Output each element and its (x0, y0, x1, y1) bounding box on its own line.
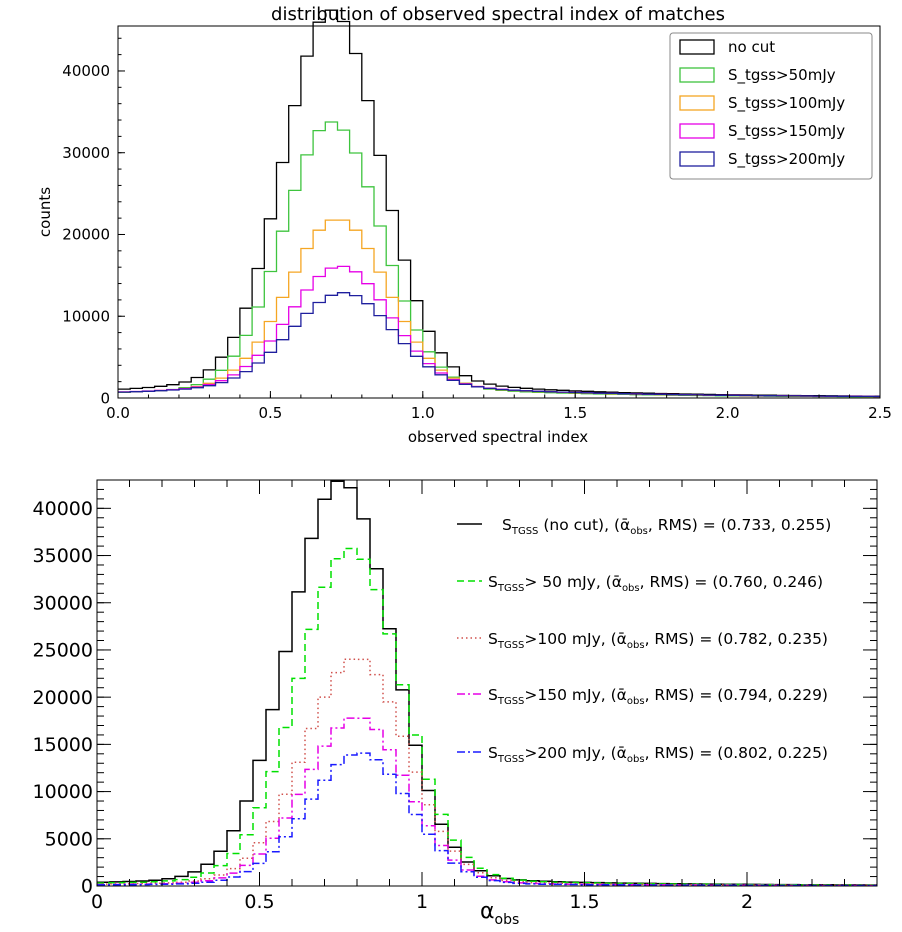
bottom-legend-label-3: STGSS>150 mJy, (ᾱobs, RMS) = (0.794, 0.2… (488, 686, 828, 707)
bottom-xtick-label-4: 2 (741, 891, 753, 913)
bottom-ytick-label-6: 30000 (33, 592, 93, 614)
bottom-legend-label-1: STGSS> 50 mJy, (ᾱobs, RMS) = (0.760, 0.2… (488, 573, 823, 594)
top-plot-frame (117, 25, 881, 399)
top-legend-box (669, 32, 873, 180)
bottom-series-layer (97, 480, 877, 887)
top-legend-swatch-1 (679, 67, 715, 83)
bottom-xtick-label-2: 1 (416, 891, 428, 913)
top-legend-label-3: S_tgss>150mJy (728, 122, 845, 141)
bottom-ytick-label-2: 10000 (33, 781, 93, 803)
top-legend-swatch-0 (679, 39, 715, 55)
top-ytick-label-4: 40000 (62, 62, 110, 80)
top-xtick-label-3: 1.5 (563, 404, 587, 422)
bottom-x-axis-label-alpha: α (480, 899, 495, 924)
bottom-ytick-label-1: 5000 (45, 828, 93, 850)
bottom-legend: STGSS (no cut), (ᾱobs, RMS) = (0.733, 0.… (457, 516, 831, 765)
bottom-xtick-label-3: 1.5 (569, 891, 599, 913)
top-legend-swatch-3 (679, 123, 715, 139)
bottom-xtick-label-1: 0.5 (244, 891, 274, 913)
top-legend-swatch-4 (679, 151, 715, 167)
bottom-ytick-label-4: 20000 (33, 687, 93, 709)
bottom-xtick-label-0: 0 (91, 891, 103, 913)
bottom-plot-frame (96, 479, 878, 887)
top-series-4 (118, 292, 880, 398)
top-legend: no cut S_tgss>50mJy S_tgss>100mJy S_tgss>15… (669, 32, 873, 180)
bottom-series-4 (97, 752, 877, 887)
top-ytick-label-0: 0 (100, 389, 110, 407)
top-axis-ticks: 0.0 0.5 1.0 1.5 2.0 2.5 0 10000 20000 30000 40000 (62, 37, 892, 422)
top-ytick-label-3: 30000 (62, 144, 110, 162)
top-chart: distribution of observed spectral index … (36, 4, 892, 446)
bottom-x-axis-label-sub: obs (495, 912, 520, 928)
top-xtick-label-4: 2.0 (716, 404, 740, 422)
bottom-axis-ticks: 0 0.5 1 1.5 2 0 5000 10000 15000 20000 25000 30000 3… (33, 479, 878, 913)
top-y-axis-label: counts (36, 187, 54, 237)
top-ytick-label-1: 10000 (62, 307, 110, 325)
bottom-ytick-label-0: 0 (81, 876, 93, 898)
bottom-legend-label-2: STGSS>100 mJy, (ᾱobs, RMS) = (0.782, 0.2… (488, 630, 828, 651)
bottom-ytick-label-5: 25000 (33, 640, 93, 662)
top-legend-label-2: S_tgss>100mJy (728, 94, 845, 113)
top-series-2 (118, 219, 880, 398)
top-series-3 (118, 265, 880, 398)
bottom-legend-label-4: STGSS>200 mJy, (ᾱobs, RMS) = (0.802, 0.2… (488, 744, 828, 765)
top-legend-swatch-2 (679, 95, 715, 111)
top-chart-title: distribution of observed spectral index … (271, 4, 725, 25)
top-xtick-label-5: 2.5 (868, 404, 892, 422)
top-ytick-label-2: 20000 (62, 226, 110, 244)
top-series-layer (118, 9, 880, 398)
top-xtick-label-1: 0.5 (258, 404, 282, 422)
bottom-ytick-label-8: 40000 (33, 498, 93, 520)
bottom-x-axis-label: αobs (480, 899, 519, 928)
top-xtick-label-2: 1.0 (411, 404, 435, 422)
bottom-chart: 0 0.5 1 1.5 2 0 5000 10000 15000 20000 25000 30000 3… (33, 479, 878, 928)
top-xtick-label-0: 0.0 (106, 404, 130, 422)
bottom-series-1 (97, 547, 877, 886)
top-legend-label-0: no cut (728, 38, 775, 56)
bottom-ytick-label-7: 35000 (33, 545, 93, 567)
top-x-axis-label: observed spectral index (408, 428, 588, 446)
bottom-series-0 (97, 480, 877, 886)
bottom-legend-label-0: STGSS (no cut), (ᾱobs, RMS) = (0.733, 0.… (502, 516, 831, 537)
bottom-ytick-label-3: 15000 (33, 734, 93, 756)
top-legend-label-4: S_tgss>200mJy (728, 150, 845, 169)
top-legend-label-1: S_tgss>50mJy (728, 66, 836, 85)
